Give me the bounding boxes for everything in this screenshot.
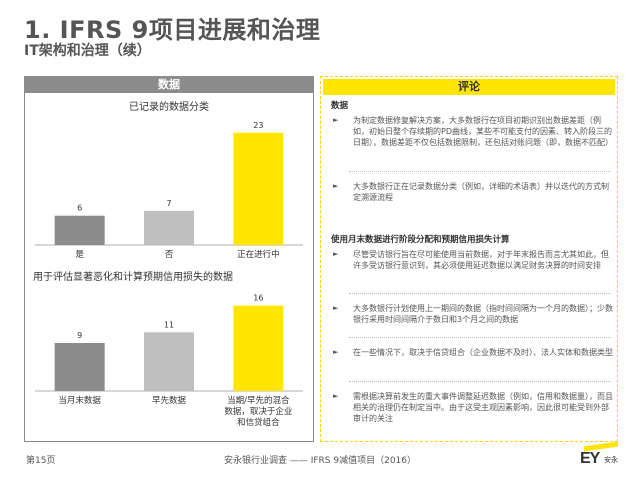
comments-panel-header: 评论 [323,79,615,95]
section-title-data: 数据 [331,101,349,111]
bar-value-label: 11 [164,320,174,329]
bullet-arrow-icon: ► [333,392,339,400]
bar [233,132,284,245]
comment-text: 大多数银行计划使用上一期间的数据（指时间间隔为一个月的数据）；少数银行采用时间间… [353,304,613,324]
bar [54,343,105,391]
category-label: 早先数据 [152,395,187,406]
chart1-title: 已记录的数据分类 [129,102,209,113]
category-label: 和信贷组合 [237,417,280,428]
bullet-arrow-icon: ► [333,304,339,312]
category-label: 正在进行中 [237,249,280,260]
chart2-title: 用于评估显著恶化和计算预期信用损失的数据 [33,272,233,283]
comment-bullet: ► 大多数银行计划使用上一期间的数据（指时间间隔为一个月的数据）；少数银行采用时… [333,303,613,325]
category-label: 当期/早先的混合 [227,395,290,406]
comments-panel: 评论 数据 ► 为制定数据修复解决方案，大多数银行在项目初期识别出数据差距（例如… [320,76,618,442]
comment-bullet: ► 需根据决算前发生的重大事件调整延迟数据（例如，信用和数据量），而且相关的治理… [333,391,613,424]
bar-value-label: 7 [166,199,171,208]
divider [349,381,611,382]
page-subtitle: IT架构和治理（续） [24,43,151,59]
divider [349,293,611,294]
comment-bullet: ► 尽管受访银行旨在尽可能使用当前数据，对于年末报告而言尤其如此，但许多受访银行… [333,249,613,271]
data-panel-header: 数据 [25,77,313,93]
divider [349,171,611,172]
comment-bullet: ► 为制定数据修复解决方案，大多数银行在项目初期识别出数据差距（例如，初始日整个… [333,115,613,148]
footer-source: 安永银行业调查 —— IFRS 9减值项目（2016） [223,456,416,466]
section-title-month-end: 使用月末数据进行阶段分配和预期信用损失计算 [331,235,510,245]
ey-logo: EY 安永 [578,441,622,470]
bar-value-label: 16 [253,294,263,303]
bullet-arrow-icon: ► [333,250,339,258]
bar [144,332,194,391]
comment-text: 为制定数据修复解决方案，大多数银行在项目初期识别出数据差距（例如，初始日整个存续… [353,116,613,147]
bar-value-label: 23 [253,121,263,130]
comment-bullet: ► 在一些情况下，取决于信贷组合（企业数据不及时）、法人实体和数据类型 [333,347,613,358]
comment-text: 需根据决算前发生的重大事件调整延迟数据（例如，信用和数据量），而且相关的治理仍在… [353,392,613,423]
comment-text: 在一些情况下，取决于信贷组合（企业数据不及时）、法人实体和数据类型 [353,348,613,357]
logo-cn: 安永 [604,456,618,464]
category-label: 数据，取决于企业 [224,406,292,417]
category-label: 当月末数据 [58,395,101,406]
bar-value-label: 6 [77,204,82,213]
chart-data-classification: 6 是 7 否 23 正在进行中 [35,121,303,260]
comment-text: 大多数银行正在记录数据分类（例如，详细的术语表）并以迭代的方式制定溯源流程 [353,182,609,202]
page-title: 1. IFRS 9项目进展和治理 [24,16,321,44]
bullet-arrow-icon: ► [333,182,339,190]
bar [54,215,105,245]
bullet-arrow-icon: ► [333,116,339,124]
bar [144,210,194,245]
comment-text: 尽管受访银行旨在尽可能使用当前数据，对于年末报告而言尤其如此，但许多受访银行意识… [353,250,609,270]
category-label: 否 [165,250,174,260]
bullet-arrow-icon: ► [333,348,339,356]
comment-bullet: ► 大多数银行正在记录数据分类（例如，详细的术语表）并以迭代的方式制定溯源流程 [333,181,613,203]
logo-text: EY [580,450,600,467]
bar [233,305,284,391]
divider [349,337,611,338]
page-number: 第15页 [26,456,56,466]
category-label: 是 [75,250,84,260]
bar-value-label: 9 [77,331,82,340]
data-panel: 数据 已记录的数据分类 6 是 7 否 23 正在进行中 用于评估显著恶化和计算预期信用损… [24,76,314,442]
